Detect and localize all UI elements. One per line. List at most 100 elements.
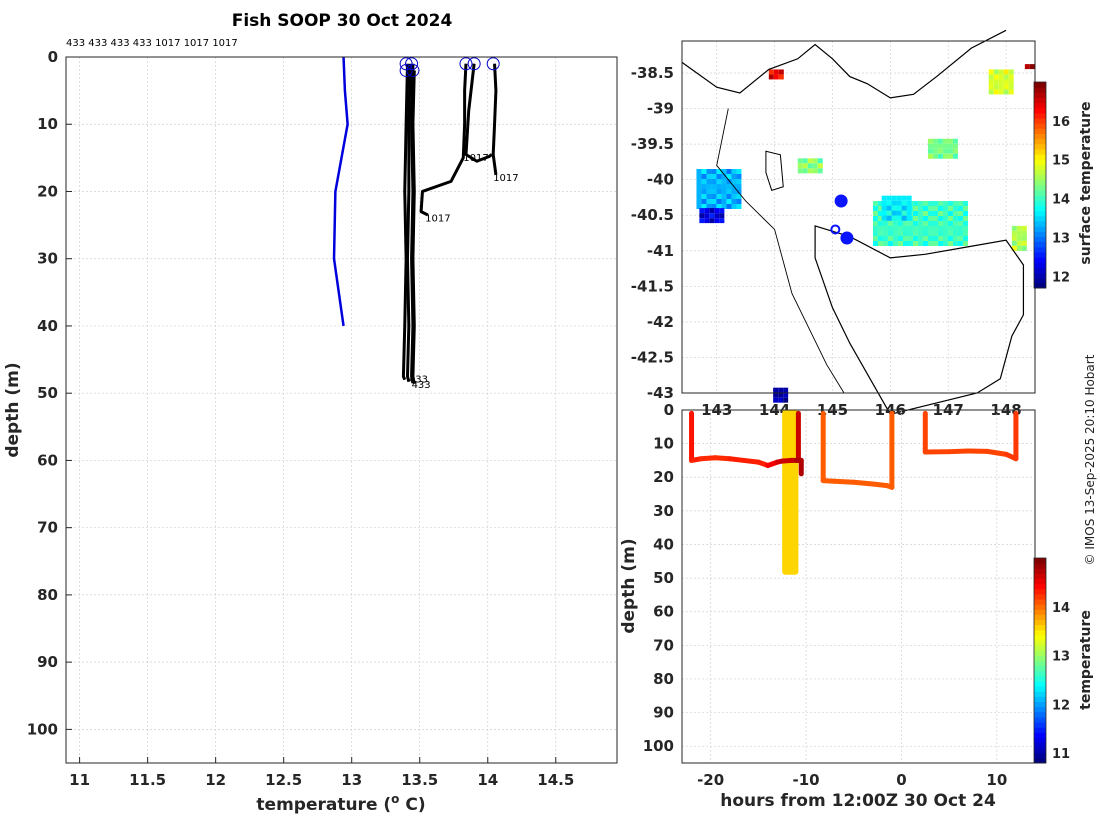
sst-pixel	[897, 241, 903, 246]
map-y-tick-label: -39.5	[631, 135, 674, 153]
sst-pixel	[922, 221, 928, 226]
sst-pixel	[731, 194, 737, 199]
colorbar-band	[1034, 722, 1046, 728]
cast-label: 1017	[425, 213, 450, 224]
sst-pixel	[998, 79, 1004, 85]
sst-pixel	[714, 208, 720, 214]
colorbar-tick-label: 13	[1052, 231, 1070, 246]
colorbar-tick-label: 13	[1052, 650, 1070, 665]
sst-pixel	[937, 241, 943, 246]
colorbar-band	[1034, 583, 1046, 590]
sst-pixel	[932, 231, 938, 236]
track-segment	[946, 448, 971, 455]
sst-pixel	[942, 138, 948, 144]
sst-pixel	[957, 221, 963, 226]
colorbar-band	[1034, 706, 1046, 713]
sst-pixel	[942, 216, 948, 221]
sst-pixel	[993, 79, 999, 85]
sst-pixel	[952, 231, 958, 236]
sst-pixel	[709, 218, 715, 224]
sst-pixel	[872, 211, 878, 216]
sst-pixel	[988, 74, 994, 80]
colorbar-band	[1034, 629, 1046, 636]
mean-profile-line	[332, 56, 349, 327]
sst-pixel	[882, 226, 888, 231]
sst-pixel	[701, 199, 707, 204]
sst-pixel	[882, 236, 888, 241]
sst-pixel	[988, 79, 994, 85]
x-tick-label: 14	[477, 771, 498, 789]
map-data	[681, 29, 1035, 416]
sst-pixel	[937, 221, 943, 226]
sst-pixel	[906, 205, 912, 211]
sst-pixel	[711, 184, 717, 189]
sst-pixel	[1008, 89, 1014, 95]
sst-pixel	[907, 231, 913, 236]
sst-pixel	[1029, 64, 1035, 70]
sst-pixel	[907, 241, 913, 246]
sst-pixel	[736, 189, 742, 194]
sst-pixel	[942, 226, 948, 231]
timedepth-grid	[682, 409, 1035, 763]
sst-pixel	[892, 241, 898, 246]
sst-pixel	[711, 194, 717, 199]
sst-pixel	[962, 231, 968, 236]
sst-pixel	[932, 143, 938, 149]
x-tick-label: 13	[341, 771, 362, 789]
colorbar-band	[1034, 691, 1046, 697]
sst-pixel	[704, 213, 710, 219]
coastline-tasmania	[814, 225, 1025, 416]
profile-frame	[65, 56, 618, 764]
sst-pixel	[937, 138, 943, 144]
x-tick-label: 12	[205, 771, 226, 789]
sst-pixel	[877, 201, 883, 206]
sst-pixel	[902, 231, 908, 236]
x-tick-label: 12.5	[265, 771, 302, 789]
sst-pixel	[952, 221, 958, 226]
sst-pixel	[902, 221, 908, 226]
colorbar-tick-label: 11	[1052, 747, 1070, 762]
sst-pixel	[711, 204, 717, 209]
sst-pixel	[886, 210, 892, 216]
sst-pixel	[937, 148, 943, 154]
sst-pixel	[877, 226, 883, 231]
colorbar-frame	[1033, 557, 1047, 764]
sst-pixel	[1003, 89, 1009, 95]
sst-pixel	[917, 241, 923, 246]
colorbar-band	[1034, 747, 1046, 754]
profile-line-433	[411, 70, 416, 385]
coastline-victoria	[681, 29, 1007, 99]
sst-pixel	[1011, 225, 1017, 231]
cast-label: 433	[412, 380, 431, 391]
sst-pixel	[872, 216, 878, 221]
sst-pixel	[952, 211, 958, 216]
track-segment	[851, 479, 876, 487]
sst-pixel	[726, 194, 732, 199]
sst-pixel	[962, 236, 968, 241]
x-tick-label: 13.5	[401, 771, 438, 789]
sst-pixel	[696, 169, 702, 174]
sst-pixel	[877, 221, 883, 226]
sst-pixel	[952, 241, 958, 246]
sst-pixel	[952, 216, 958, 221]
td-x-tick-label: 0	[896, 771, 906, 789]
colorbar-band	[1034, 650, 1046, 656]
sst-pixel	[952, 226, 958, 231]
colorbar-band	[1034, 169, 1046, 176]
colorbar-band	[1034, 634, 1046, 641]
sst-pixel	[906, 195, 912, 201]
sst-pixel	[704, 218, 710, 224]
profile-panel: Fish SOOP 30 Oct 2024 433 433 433 433 10…	[3, 11, 618, 815]
sst-pixel	[962, 241, 968, 246]
sst-pixel	[872, 241, 878, 246]
map-y-tick-label: -43	[647, 384, 674, 402]
sst-pixel	[892, 236, 898, 241]
sst-pixel	[932, 211, 938, 216]
sst-pixel	[937, 226, 943, 231]
map-grid	[682, 41, 1035, 394]
sst-pixel	[783, 397, 789, 403]
sst-pixel	[701, 174, 707, 179]
sst-pixel	[778, 392, 784, 398]
y-tick-label: 50	[37, 384, 58, 402]
sst-pixel	[1016, 225, 1022, 231]
